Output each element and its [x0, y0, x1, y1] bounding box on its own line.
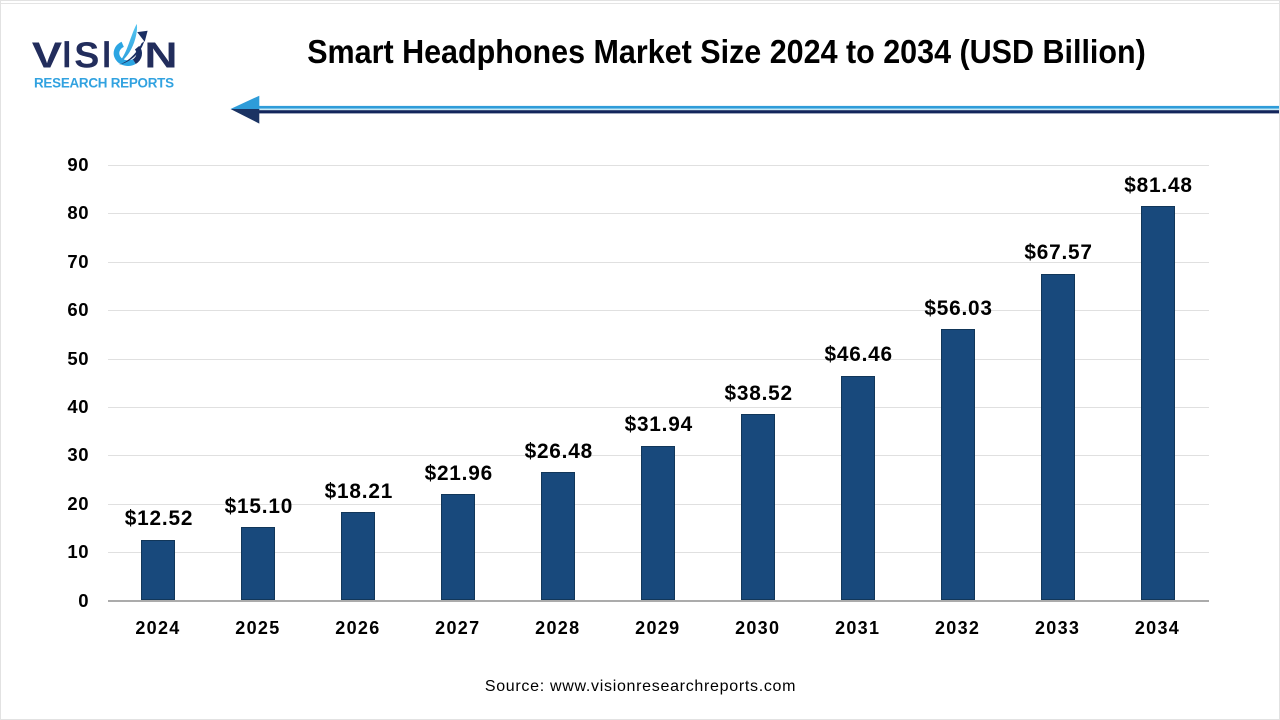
- svg-text:RESEARCH REPORTS: RESEARCH REPORTS: [34, 75, 175, 90]
- svg-text:N: N: [144, 34, 177, 75]
- svg-text:V: V: [32, 34, 62, 75]
- svg-text:S: S: [74, 34, 99, 75]
